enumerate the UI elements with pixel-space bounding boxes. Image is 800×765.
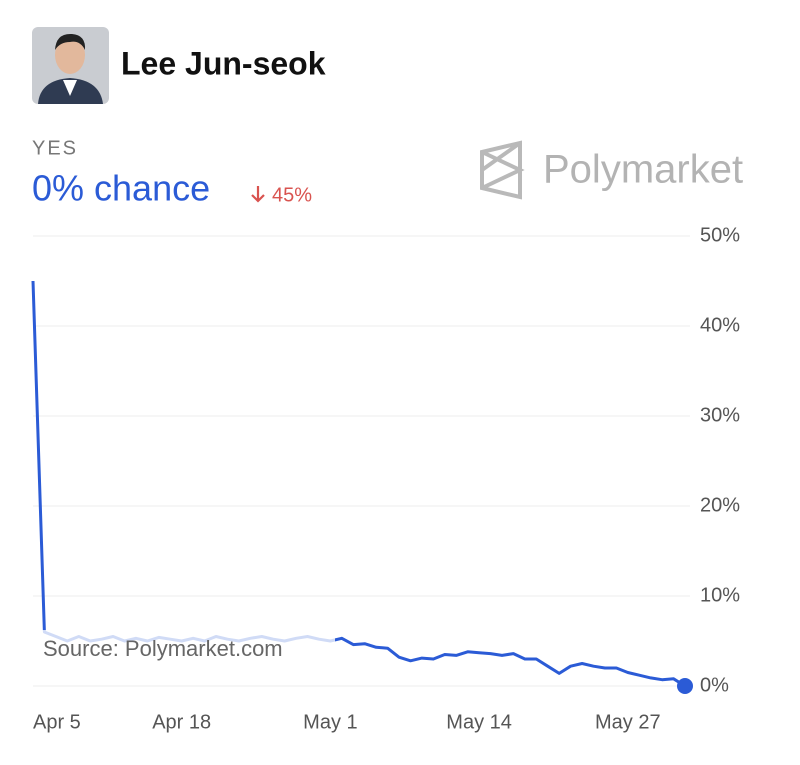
outcome: YES	[32, 137, 78, 159]
end-dot	[677, 678, 693, 694]
brand-logo	[480, 140, 525, 200]
avatar	[32, 27, 109, 104]
name: Lee Jun-seok	[121, 45, 326, 81]
y-tick-label: 40%	[700, 314, 740, 336]
y-tick-label: 20%	[700, 494, 740, 516]
chance: 0% chance	[32, 168, 210, 209]
x-tick-label: Apr 18	[152, 711, 211, 733]
y-tick-label: 10%	[700, 584, 740, 606]
change: 45%	[272, 184, 312, 206]
y-tick-label: 50%	[700, 224, 740, 246]
y-tick-label: 30%	[700, 404, 740, 426]
x-tick-label: May 27	[595, 711, 661, 733]
y-tick-label: 0%	[700, 674, 729, 696]
x-tick-label: May 1	[303, 711, 357, 733]
down-arrow	[251, 186, 265, 203]
watermark-box	[33, 630, 335, 668]
x-tick-label: Apr 5	[33, 711, 81, 733]
brand: Polymarket	[543, 148, 743, 192]
line	[31, 280, 686, 688]
source: Source: Polymarket.com	[43, 636, 283, 661]
x-tick-label: May 14	[446, 711, 512, 733]
